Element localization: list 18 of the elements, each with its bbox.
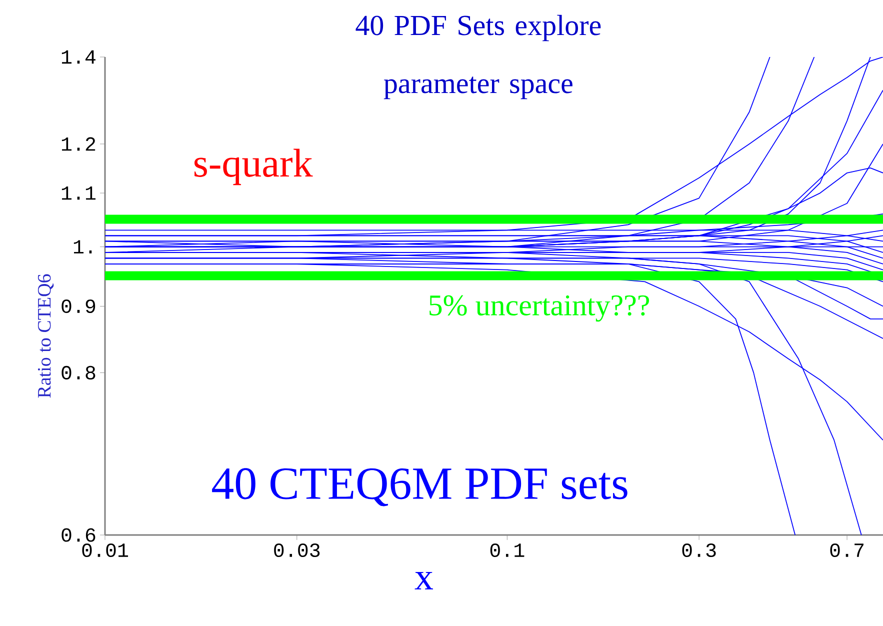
y-axis-title: Ratio to CTEQ6 (38, 274, 54, 398)
y-tick-label: 0.6 (62, 528, 96, 542)
x-tick-label: 0.1 (490, 543, 524, 558)
annotation: s-quark (194, 148, 313, 186)
y-tick-label: 0.8 (62, 366, 96, 380)
chart-title: 40 PDF Sets explore parameter space (356, 14, 601, 100)
y-tick-label: 1.2 (62, 137, 96, 151)
y-tick-label: 1.1 (62, 186, 96, 200)
annotation: 40 CTEQ6M PDF sets (212, 468, 628, 506)
x-tick-label: 0.01 (82, 543, 128, 558)
y-tick-label: 1.4 (62, 50, 96, 64)
ref-line-label: 5% uncertainty??? (430, 295, 649, 322)
y-tick-label: 0.9 (62, 299, 96, 314)
x-tick-label: 0.7 (830, 543, 864, 558)
x-tick-label: 0.03 (274, 543, 320, 558)
x-axis-title: x (414, 572, 433, 590)
x-tick-label: 0.3 (682, 543, 716, 558)
y-tick-label: 1. (74, 240, 92, 254)
